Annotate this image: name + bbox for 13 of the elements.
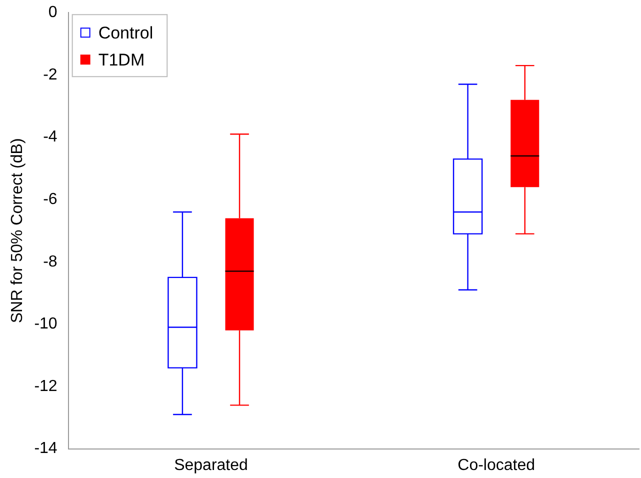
y-tick-label: -8 [43,253,58,270]
y-tick-label: -10 [34,316,58,333]
y-axis-title: SNR for 50% Correct (dB) [9,138,26,324]
y-tick-label: -12 [34,378,58,395]
x-tick-label: Co-located [458,456,536,474]
legend-label: T1DM [98,50,145,70]
y-tick-label: -2 [43,66,58,84]
y-tick-label: 0 [48,4,58,22]
y-tick-label: -6 [43,190,58,208]
legend-label: Control [98,23,154,42]
y-tick-label: -14 [34,440,58,458]
y-tick-label: -4 [43,128,58,146]
x-tick-label: Separated [174,456,248,474]
